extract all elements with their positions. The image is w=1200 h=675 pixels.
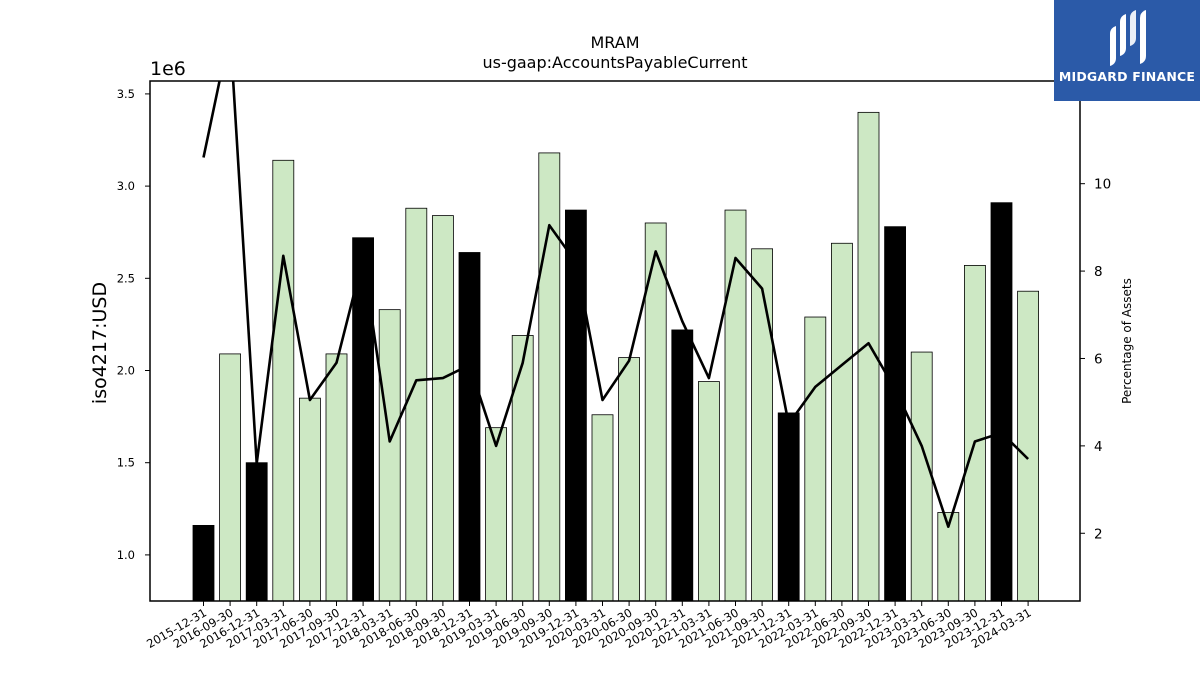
bar-2019-06-30 [511,335,534,602]
bar-2016-12-31 [245,462,268,602]
bar-2023-09-30 [964,264,986,602]
bar-2023-12-31 [990,202,1013,602]
chart-title: MRAM [590,33,639,52]
bar-2021-12-31 [777,412,800,602]
y-tick-label: 1.5 [117,456,135,470]
bar-2019-09-30 [538,152,561,602]
y2-tick-label: 4 [1094,439,1103,455]
y2-axis: 2 4 6 8 10 [1080,177,1111,542]
bar-2018-09-30 [431,215,454,602]
y-tick-label: 3.0 [117,179,135,193]
bar-2020-06-30 [618,357,640,602]
y-axis-label: iso4217:USD [89,282,111,404]
plot-frame [149,80,1081,602]
y-axis: 1.0 1.5 2.0 2.5 3.0 3.5 [117,87,150,562]
bar-2018-03-31 [378,309,401,602]
chart-subtitle: us-gaap:AccountsPayableCurrent [482,53,747,72]
bar-2023-03-31 [910,351,933,602]
bar-2024-03-31 [1017,290,1039,602]
y2-tick-label: 2 [1094,526,1103,542]
logo-text: MIDGARD FINANCE [1058,69,1196,84]
bar-2021-03-31 [698,381,720,602]
bar-2020-03-31 [591,414,614,602]
midgard-logo-icon [1110,10,1146,66]
percentage-line-layer [202,81,1030,529]
bar-2022-06-30 [831,242,853,602]
bar-2022-03-31 [804,316,827,602]
x-axis: 2015-12-312016-09-302016-12-312017-03-31… [144,601,1034,651]
y-tick-label: 2.5 [117,271,135,285]
bar-2021-09-30 [751,248,773,602]
y2-tick-label: 10 [1094,177,1111,193]
y2-tick-label: 8 [1094,264,1103,280]
bar-2016-09-30 [219,353,242,602]
y-offset-label: 1e6 [150,58,186,80]
y2-axis-label: Percentage of Assets [1120,278,1134,404]
bar-2017-06-30 [298,397,321,602]
y2-tick-label: 6 [1094,351,1103,367]
y-tick-label: 1.0 [117,548,135,562]
bar-2015-12-31 [192,524,215,602]
y-tick-label: 2.0 [117,364,135,378]
bar-2022-12-31 [884,226,906,602]
midgard-finance-logo: MIDGARD FINANCE [1054,0,1200,101]
bar-2020-12-31 [671,329,694,602]
bar-2017-09-30 [325,353,348,602]
bar-2021-06-30 [724,209,747,602]
bars [192,111,1039,602]
bar-2018-06-30 [405,207,428,602]
percentage-of-assets-line [202,81,1030,529]
bar-2017-03-31 [272,159,295,602]
y-tick-label: 3.5 [117,87,135,101]
bar-2018-12-31 [458,252,481,602]
bar-2019-03-31 [485,427,508,602]
